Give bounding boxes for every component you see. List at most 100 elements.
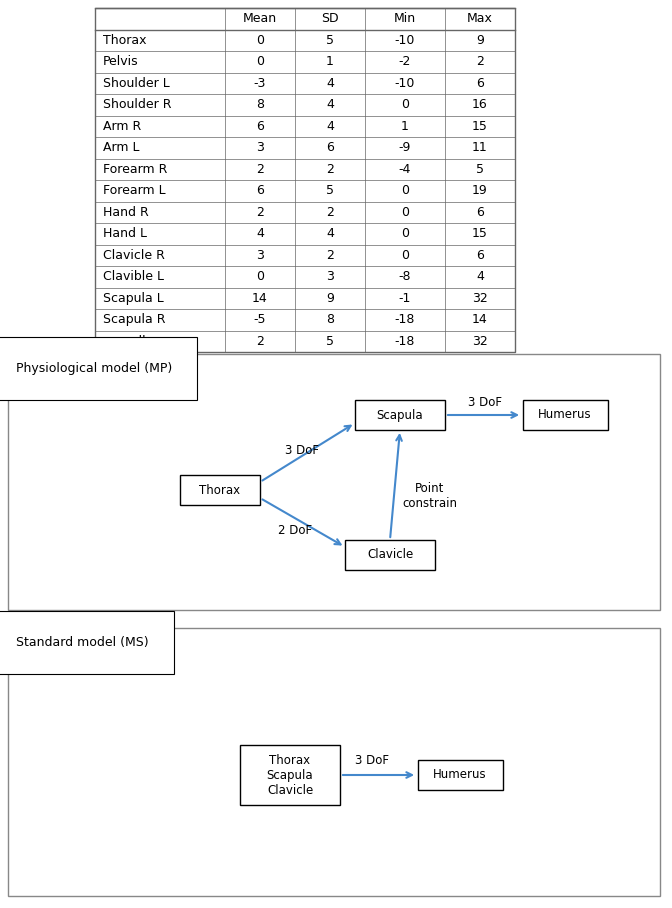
Text: 4: 4 xyxy=(326,120,334,133)
Text: 5: 5 xyxy=(326,335,334,348)
Text: Clavicle: Clavicle xyxy=(367,548,413,561)
Text: 6: 6 xyxy=(256,184,264,197)
Text: overall: overall xyxy=(103,335,146,348)
Bar xyxy=(180,475,260,505)
Text: Thorax
Scapula
Clavicle: Thorax Scapula Clavicle xyxy=(267,754,313,796)
Text: 3: 3 xyxy=(256,142,264,154)
Text: 5: 5 xyxy=(326,34,334,46)
Text: 2 DoF: 2 DoF xyxy=(278,524,312,537)
Text: Standard model (MS): Standard model (MS) xyxy=(16,636,149,649)
Text: 2: 2 xyxy=(256,206,264,219)
Text: Hand R: Hand R xyxy=(103,206,149,219)
Bar xyxy=(355,400,445,430)
Text: 6: 6 xyxy=(476,249,484,262)
Bar xyxy=(523,400,607,430)
Text: 0: 0 xyxy=(256,34,264,46)
Text: -3: -3 xyxy=(254,77,266,90)
Text: 6: 6 xyxy=(256,120,264,133)
Text: Scapula L: Scapula L xyxy=(103,291,164,305)
Text: 5: 5 xyxy=(476,163,484,176)
Text: 11: 11 xyxy=(472,142,488,154)
Text: -5: -5 xyxy=(254,313,266,326)
Text: -2: -2 xyxy=(398,55,411,68)
Text: 3: 3 xyxy=(326,271,334,283)
Text: 4: 4 xyxy=(256,227,264,241)
Text: 0: 0 xyxy=(401,184,409,197)
Text: Scapula R: Scapula R xyxy=(103,313,165,326)
Text: 1: 1 xyxy=(401,120,409,133)
Text: -9: -9 xyxy=(398,142,411,154)
Text: Shoulder L: Shoulder L xyxy=(103,77,170,90)
Text: SD: SD xyxy=(321,12,339,25)
Text: 15: 15 xyxy=(472,120,488,133)
Text: 2: 2 xyxy=(256,163,264,176)
Text: 3: 3 xyxy=(256,249,264,262)
Text: 15: 15 xyxy=(472,227,488,241)
Text: 5: 5 xyxy=(326,184,334,197)
Text: Arm L: Arm L xyxy=(103,142,140,154)
Text: -1: -1 xyxy=(398,291,411,305)
Text: 16: 16 xyxy=(472,98,488,112)
Text: 2: 2 xyxy=(476,55,484,68)
Text: 6: 6 xyxy=(476,206,484,219)
Text: Mean: Mean xyxy=(243,12,277,25)
Text: 0: 0 xyxy=(401,98,409,112)
Text: -4: -4 xyxy=(398,163,411,176)
Text: 2: 2 xyxy=(326,249,334,262)
Text: Forearm L: Forearm L xyxy=(103,184,165,197)
Text: Humerus: Humerus xyxy=(433,768,487,782)
Text: 4: 4 xyxy=(326,227,334,241)
Text: 2: 2 xyxy=(256,335,264,348)
Bar xyxy=(240,745,340,805)
Text: 4: 4 xyxy=(326,98,334,112)
Text: 14: 14 xyxy=(472,313,488,326)
Text: 3 DoF: 3 DoF xyxy=(468,397,502,410)
Text: -8: -8 xyxy=(398,271,411,283)
Text: 8: 8 xyxy=(326,313,334,326)
Text: 4: 4 xyxy=(326,77,334,90)
Text: 0: 0 xyxy=(401,227,409,241)
Text: -10: -10 xyxy=(395,77,415,90)
Text: 0: 0 xyxy=(256,271,264,283)
Text: Clavicle R: Clavicle R xyxy=(103,249,165,262)
Text: 0: 0 xyxy=(401,206,409,219)
Text: 0: 0 xyxy=(256,55,264,68)
Bar xyxy=(8,354,660,610)
Text: 0: 0 xyxy=(401,249,409,262)
Bar xyxy=(8,628,660,896)
Text: Clavible L: Clavible L xyxy=(103,271,164,283)
Text: Hand L: Hand L xyxy=(103,227,147,241)
Text: 3 DoF: 3 DoF xyxy=(355,754,389,766)
Text: 32: 32 xyxy=(472,335,488,348)
Text: 2: 2 xyxy=(326,163,334,176)
Text: -18: -18 xyxy=(395,335,415,348)
Bar xyxy=(95,8,515,352)
Text: Physiological model (MP): Physiological model (MP) xyxy=(16,362,172,375)
Text: 19: 19 xyxy=(472,184,488,197)
Text: 6: 6 xyxy=(476,77,484,90)
Text: 14: 14 xyxy=(252,291,268,305)
Text: 9: 9 xyxy=(476,34,484,46)
Text: Humerus: Humerus xyxy=(538,409,592,421)
Text: 8: 8 xyxy=(256,98,264,112)
Text: Point
constrain: Point constrain xyxy=(403,482,458,510)
Text: 9: 9 xyxy=(326,291,334,305)
Bar xyxy=(417,760,503,790)
Text: 4: 4 xyxy=(476,271,484,283)
Text: Thorax: Thorax xyxy=(103,34,146,46)
Bar xyxy=(345,540,435,570)
Text: 3 DoF: 3 DoF xyxy=(285,443,319,457)
Text: -10: -10 xyxy=(395,34,415,46)
Text: -18: -18 xyxy=(395,313,415,326)
Text: 2: 2 xyxy=(326,206,334,219)
Text: Max: Max xyxy=(467,12,493,25)
Text: Arm R: Arm R xyxy=(103,120,141,133)
Text: 1: 1 xyxy=(326,55,334,68)
Text: Min: Min xyxy=(394,12,416,25)
Text: Forearm R: Forearm R xyxy=(103,163,167,176)
Text: Thorax: Thorax xyxy=(200,483,241,497)
Text: Pelvis: Pelvis xyxy=(103,55,138,68)
Text: Shoulder R: Shoulder R xyxy=(103,98,171,112)
Text: 32: 32 xyxy=(472,291,488,305)
Text: Scapula: Scapula xyxy=(377,409,423,421)
